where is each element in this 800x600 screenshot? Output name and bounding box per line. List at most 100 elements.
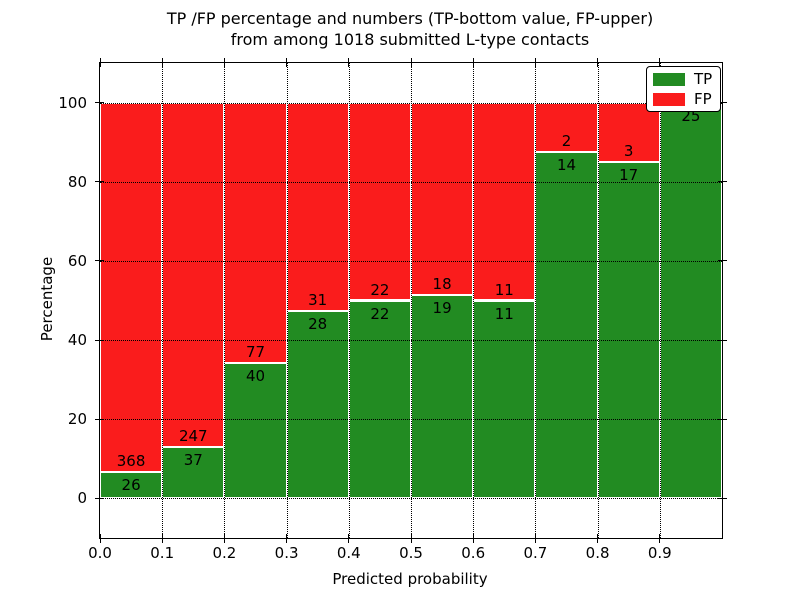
x-gridline	[348, 63, 350, 538]
x-tick-bottom	[659, 534, 661, 543]
legend: TP FP	[646, 66, 722, 112]
x-tick-bottom	[597, 534, 599, 543]
chart-title: TP /FP percentage and numbers (TP-bottom…	[99, 8, 721, 50]
y-tick-left	[95, 181, 104, 183]
y-tick-right	[718, 339, 727, 341]
bar-segment-tp	[162, 446, 225, 499]
y-tick-left	[95, 339, 104, 341]
x-tick-label: 0.0	[88, 544, 112, 562]
fp-count-label: 3	[623, 141, 634, 160]
fp-color-swatch-icon	[653, 92, 685, 106]
y-tick-label: 40	[67, 331, 87, 350]
tp-count-label: 26	[121, 476, 141, 495]
fp-count-label: 77	[245, 343, 266, 362]
x-tick-label: 0.1	[150, 544, 175, 562]
x-tick-top	[99, 58, 101, 67]
fp-count-label: 11	[494, 280, 514, 299]
y-tick-label: 20	[67, 410, 87, 429]
bar-segment-tp	[348, 300, 411, 499]
x-tick-top	[597, 58, 599, 67]
legend-label-fp: FP	[694, 90, 712, 108]
fp-count-label: 2	[561, 132, 572, 151]
x-axis-label: Predicted probability	[332, 570, 488, 588]
bar-segment-tp	[286, 310, 349, 499]
x-gridline	[597, 63, 599, 538]
x-tick-label: 0.6	[461, 544, 486, 562]
bar-segment-fp	[348, 102, 411, 301]
tp-count-label: 11	[494, 304, 514, 323]
tp-count-label: 17	[619, 165, 639, 184]
chart-title-line2: from among 1018 submitted L-type contact…	[230, 30, 590, 49]
x-tick-label: 0.3	[274, 544, 299, 562]
fp-count-label: 31	[308, 290, 328, 309]
tp-count-label: 19	[432, 299, 452, 318]
bar-segment-tp	[411, 295, 474, 499]
x-tick-label: 0.4	[336, 544, 361, 562]
y-tick-right	[718, 102, 727, 104]
x-tick-label: 0.2	[212, 544, 237, 562]
x-tick-bottom	[286, 534, 288, 543]
plot-area: 368 26 247 37 77 40 31 28 22 22 18 19 11 11 2 14 3 17 25 0 2…	[58, 58, 727, 562]
bar-segment-tp	[473, 300, 536, 499]
x-tick-bottom	[99, 534, 101, 543]
chart-title-line1: TP /FP percentage and numbers (TP-bottom…	[166, 9, 654, 28]
x-tick-label: 0.9	[647, 544, 672, 562]
x-tick-label: 0.7	[523, 544, 548, 562]
bar-segment-tp	[100, 472, 163, 499]
x-tick-bottom	[161, 534, 163, 543]
x-tick-top	[659, 58, 661, 67]
fp-count-label: 247	[178, 426, 208, 445]
y-tick-left	[95, 418, 104, 420]
y-tick-label: 60	[67, 251, 87, 270]
legend-item-fp: FP	[653, 91, 712, 107]
tp-color-swatch-icon	[653, 72, 685, 86]
tp-count-label: 22	[370, 304, 390, 323]
fp-count-label: 368	[116, 452, 146, 471]
y-tick-right	[718, 418, 727, 420]
y-tick-right	[718, 497, 727, 499]
x-tick-bottom	[348, 534, 350, 543]
bar-segment-tp	[659, 102, 722, 499]
x-tick-bottom	[223, 534, 225, 543]
fp-count-label: 22	[370, 280, 390, 299]
legend-label-tp: TP	[694, 70, 713, 88]
x-gridline	[535, 63, 537, 538]
y-tick-left	[95, 102, 104, 104]
x-tick-top	[161, 58, 163, 67]
bar-segment-fp	[162, 102, 225, 447]
tp-count-label: 37	[183, 450, 203, 469]
y-axis-label: Percentage	[38, 256, 56, 342]
bar-segment-fp	[473, 102, 536, 301]
x-tick-top	[410, 58, 412, 67]
x-tick-bottom	[534, 534, 536, 543]
x-tick-top	[348, 58, 350, 67]
tp-count-label: 40	[245, 367, 266, 386]
bar-segment-tp	[535, 152, 598, 499]
bar-segment-tp	[597, 161, 660, 499]
y-tick-label: 0	[77, 489, 87, 508]
x-tick-top	[286, 58, 288, 67]
bar-segment-fp	[411, 102, 474, 296]
x-gridline	[224, 63, 226, 538]
x-tick-top	[223, 58, 225, 67]
x-tick-top	[472, 58, 474, 67]
bar-segment-fp	[224, 102, 287, 364]
fp-count-label: 18	[432, 275, 452, 294]
y-tick-right	[718, 181, 727, 183]
bar-segment-fp	[286, 102, 349, 311]
x-gridline	[473, 63, 475, 538]
x-gridline	[286, 63, 288, 538]
x-gridline	[659, 63, 661, 538]
x-tick-top	[534, 58, 536, 67]
tp-count-label: 14	[556, 156, 577, 175]
x-tick-label: 0.8	[585, 544, 610, 562]
x-tick-label: 0.5	[399, 544, 423, 562]
bar-segment-fp	[535, 102, 598, 153]
legend-item-tp: TP	[653, 71, 712, 87]
y-tick-right	[718, 260, 727, 262]
y-tick-label: 100	[58, 93, 87, 112]
tp-count-label: 28	[308, 314, 328, 333]
x-tick-bottom	[410, 534, 412, 543]
y-tick-left	[95, 497, 104, 499]
